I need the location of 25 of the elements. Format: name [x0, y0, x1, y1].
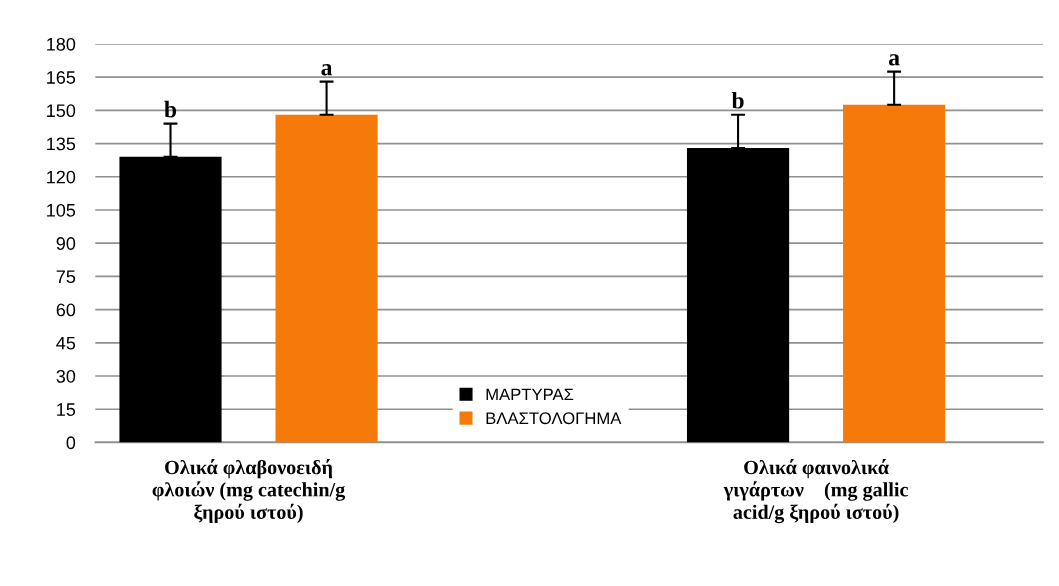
legend-label: ΜΑΡΤΥΡΑΣ — [486, 388, 574, 401]
data-label: b — [731, 91, 744, 109]
y-tick-label: 60 — [56, 303, 76, 317]
x-tick-label: Ολικά φλαβονοειδή φλοιών (mg catechin/g ξηρού ιστού) — [152, 459, 346, 523]
bar — [119, 156, 222, 443]
y-tick-label: 180 — [47, 37, 76, 51]
legend-label: ΒΛΑΣΤΟΛΟΓΗΜΑ — [486, 412, 622, 425]
data-label: b — [164, 100, 177, 118]
y-tick-label: 165 — [47, 71, 76, 84]
y-tick-label: 0 — [66, 436, 76, 450]
y-tick-label: 45 — [56, 336, 76, 350]
data-label: a — [321, 64, 333, 76]
bar — [686, 148, 790, 443]
y-tick-label: 30 — [56, 369, 76, 383]
y-tick-label: 15 — [57, 403, 76, 416]
y-tick-label: 150 — [47, 104, 76, 118]
y-tick-label: 90 — [56, 237, 76, 250]
data-label: a — [888, 54, 900, 66]
y-tick-label: 75 — [56, 270, 76, 284]
bar — [843, 104, 946, 443]
bar — [275, 114, 378, 443]
y-tick-label: 105 — [47, 203, 76, 217]
y-tick-label: 135 — [47, 137, 76, 151]
x-tick-label: Ολικά φαινολικά γιγάρτων (mg gallic acid/g ξηρού ιστού) — [723, 459, 908, 524]
y-tick-label: 120 — [47, 170, 76, 184]
